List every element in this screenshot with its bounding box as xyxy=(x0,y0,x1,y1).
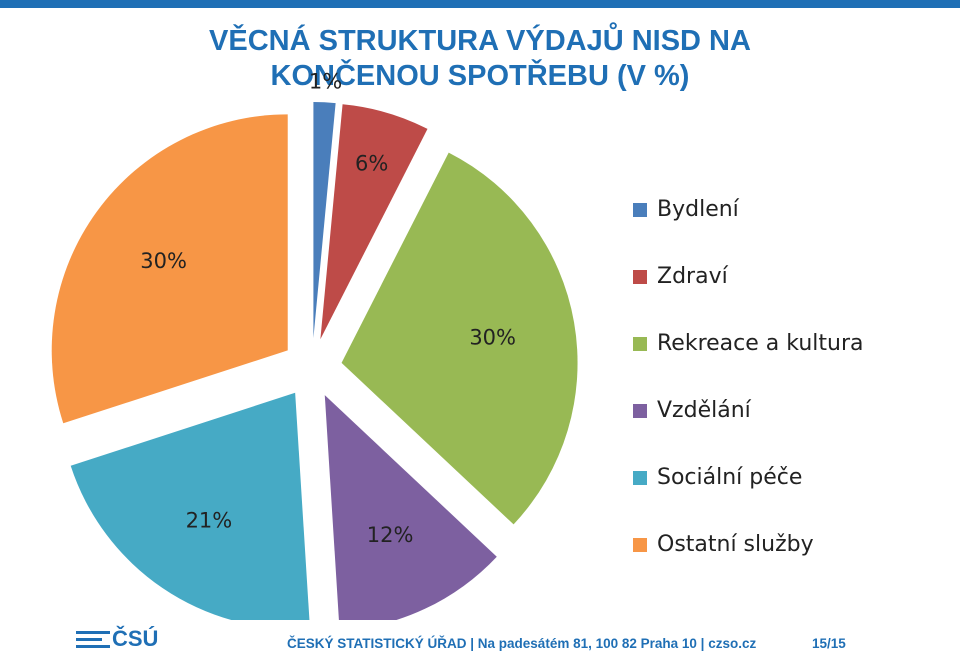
legend-label: Rekreace a kultura xyxy=(657,331,864,356)
top-accent-bar xyxy=(0,0,960,8)
pie-data-label-1: 1% xyxy=(309,69,342,93)
legend-label: Ostatní služby xyxy=(657,532,814,557)
legend-swatch xyxy=(633,336,647,351)
legend-label: Bydlení xyxy=(657,197,739,222)
legend-item-2: Zdraví xyxy=(633,243,953,310)
legend-label: Sociální péče xyxy=(657,465,803,490)
page-number: 15/15 xyxy=(812,636,846,651)
footer: ČSÚ ČESKÝ STATISTICKÝ ÚŘAD | Na padesáté… xyxy=(0,622,960,657)
legend-item-3: Rekreace a kultura xyxy=(633,310,953,377)
pie-data-label-5: 21% xyxy=(186,509,233,533)
title-line-2: KONČENOU SPOTŘEBU (V %) xyxy=(270,60,690,92)
legend-swatch xyxy=(633,403,647,418)
legend-item-1: Bydlení xyxy=(633,176,953,243)
legend-swatch xyxy=(633,537,647,552)
legend-item-6: Ostatní služby xyxy=(633,511,953,578)
chart-legend: Bydlení Zdraví Rekreace a kultura Vzdělání S… xyxy=(633,176,953,578)
page-title: VĚCNÁ STRUKTURA VÝDAJŮ NISD NA KONČENOU … xyxy=(0,24,960,94)
legend-item-5: Sociální péče xyxy=(633,444,953,511)
legend-swatch xyxy=(633,202,647,217)
pie-slice-3 xyxy=(341,152,578,525)
pie-data-label-6: 30% xyxy=(140,249,187,273)
legend-swatch xyxy=(633,269,647,284)
pie-data-label-4: 12% xyxy=(367,523,414,547)
logo-lines-icon xyxy=(76,629,110,650)
footer-address: ČESKÝ STATISTICKÝ ÚŘAD | Na padesátém 81… xyxy=(287,636,757,651)
legend-label: Zdraví xyxy=(657,264,728,289)
pie-slice-5 xyxy=(70,392,310,620)
pie-data-label-3: 30% xyxy=(469,325,516,349)
title-line-1: VĚCNÁ STRUKTURA VÝDAJŮ NISD NA xyxy=(209,25,751,57)
logo-text: ČSÚ xyxy=(112,626,159,651)
pie-slice-2 xyxy=(320,104,428,340)
legend-swatch xyxy=(633,470,647,485)
pie-slice-1 xyxy=(313,102,336,339)
pie-data-label-2: 6% xyxy=(355,151,388,175)
legend-item-4: Vzdělání xyxy=(633,377,953,444)
pie-chart: 1% 6% 30% 12% 21% 30% xyxy=(51,69,578,620)
legend-label: Vzdělání xyxy=(657,398,751,423)
csu-logo: ČSÚ xyxy=(76,626,158,652)
pie-slice-6 xyxy=(51,114,288,424)
pie-slice-4 xyxy=(324,395,497,620)
